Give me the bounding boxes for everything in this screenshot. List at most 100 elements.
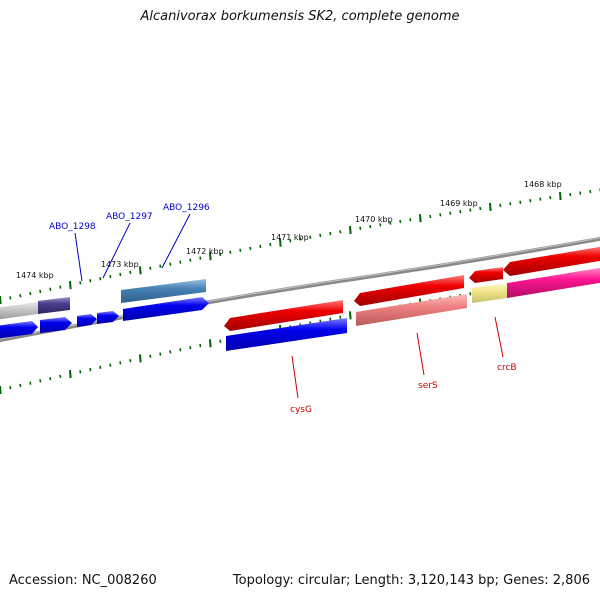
outer-minor-tick xyxy=(439,213,442,217)
outer-minor-tick xyxy=(389,221,392,225)
outer-minor-tick xyxy=(569,192,572,197)
outer-minor-tick xyxy=(499,203,502,207)
outer-minor-tick xyxy=(399,219,402,224)
inner-minor-tick xyxy=(169,350,172,354)
gene-serS-upper-arrow xyxy=(354,275,464,306)
outer-minor-tick xyxy=(9,296,12,300)
gene-slate-forward xyxy=(38,297,70,314)
outer-minor-tick xyxy=(429,214,432,219)
map-title: Alcanivorax borkumensis SK2, complete ge… xyxy=(140,9,460,24)
inner-major-tick xyxy=(349,311,352,320)
inner-minor-tick xyxy=(9,386,12,390)
outer-minor-tick xyxy=(89,279,92,283)
outer-minor-tick xyxy=(159,264,162,268)
outer-minor-tick xyxy=(529,199,532,203)
gene-abo-1297-arrow xyxy=(97,311,119,324)
outer-minor-tick xyxy=(239,248,242,252)
gene-cysG-arrow xyxy=(224,300,343,331)
inner-minor-tick xyxy=(119,361,122,365)
outer-minor-tick xyxy=(539,197,542,201)
inner-minor-tick xyxy=(39,379,42,383)
gene-abo-1296-arrow xyxy=(123,297,209,321)
outer-major-tick xyxy=(349,225,352,235)
inner-minor-tick xyxy=(199,343,202,348)
gene-blue-reverse-2 xyxy=(40,317,72,333)
inner-major-tick xyxy=(0,385,2,395)
outer-minor-tick xyxy=(589,189,592,194)
inner-minor-tick xyxy=(179,348,182,352)
tick-label-1471: 1471 kbp xyxy=(271,233,309,242)
inner-minor-tick xyxy=(129,359,132,363)
outer-minor-tick xyxy=(79,281,82,285)
outer-minor-tick xyxy=(319,233,322,238)
outer-minor-tick xyxy=(109,274,112,279)
inner-major-tick xyxy=(139,354,142,363)
outer-minor-tick xyxy=(549,195,552,200)
outer-minor-tick xyxy=(409,218,412,222)
inner-minor-tick xyxy=(219,339,222,343)
outer-minor-tick xyxy=(459,209,462,214)
gene-blue-reverse-1 xyxy=(0,321,38,339)
gene-cysG-blue-feature xyxy=(226,318,347,351)
outer-major-tick xyxy=(69,280,72,290)
outer-minor-tick xyxy=(19,294,22,298)
outer-minor-tick xyxy=(289,239,292,243)
outer-minor-tick xyxy=(339,230,342,234)
inner-minor-tick xyxy=(149,354,152,358)
tick-label-1468: 1468 kbp xyxy=(524,180,562,189)
inner-minor-tick xyxy=(339,315,342,319)
inner-minor-tick xyxy=(99,365,102,369)
outer-minor-tick xyxy=(469,208,472,212)
outer-minor-tick xyxy=(309,235,312,239)
leader-abo-1296 xyxy=(161,213,191,269)
outer-minor-tick xyxy=(179,260,182,264)
outer-minor-tick xyxy=(359,226,362,230)
outer-major-tick xyxy=(419,214,422,223)
tick-label-1469: 1469 kbp xyxy=(440,199,478,208)
inner-major-tick xyxy=(69,370,72,379)
leader-cysG xyxy=(291,355,299,399)
outer-minor-tick xyxy=(39,289,42,294)
outer-minor-tick xyxy=(189,258,192,262)
inner-minor-tick xyxy=(469,292,472,296)
inner-minor-tick xyxy=(49,376,52,381)
inner-minor-tick xyxy=(79,370,82,374)
gene-red-upper-arrow-right xyxy=(503,246,600,276)
inner-minor-tick xyxy=(29,381,32,385)
inner-minor-tick xyxy=(109,363,112,367)
leader-serS xyxy=(416,332,425,376)
outer-minor-tick xyxy=(579,191,582,195)
outer-major-tick xyxy=(0,295,2,305)
inner-minor-tick xyxy=(159,352,162,356)
leader-abo-1297 xyxy=(102,222,131,279)
outer-minor-tick xyxy=(59,285,62,289)
inner-minor-tick xyxy=(19,383,22,388)
outer-minor-tick xyxy=(129,270,132,275)
outer-minor-tick xyxy=(509,202,512,206)
outer-major-tick xyxy=(209,252,212,261)
topology-text: Topology: circular; Length: 3,120,143 bp… xyxy=(232,573,590,588)
gene-label-crcB: crcB xyxy=(497,363,517,373)
tick-label-1470: 1470 kbp xyxy=(355,215,393,224)
inner-major-tick xyxy=(209,339,212,348)
inner-minor-tick xyxy=(189,345,192,350)
tick-label-1472: 1472 kbp xyxy=(186,247,224,256)
gene-label-abo-1296: ABO_1296 xyxy=(163,203,210,213)
outer-minor-tick xyxy=(169,262,172,266)
outer-minor-tick xyxy=(29,291,32,296)
gene-crcB-feature xyxy=(472,283,507,303)
outer-minor-tick xyxy=(199,256,202,260)
tick-label-1473: 1473 kbp xyxy=(101,260,139,269)
outer-tick-track xyxy=(0,188,600,305)
outer-minor-tick xyxy=(449,211,452,215)
gene-label-abo-1298: ABO_1298 xyxy=(49,222,96,232)
outer-minor-tick xyxy=(149,266,152,270)
outer-minor-tick xyxy=(369,224,372,229)
gene-label-serS: serS xyxy=(418,381,438,391)
inner-minor-tick xyxy=(89,367,92,372)
gene-gray-forward xyxy=(0,302,38,320)
gene-label-abo-1297: ABO_1297 xyxy=(106,212,153,222)
gene-label-cysG: cysG xyxy=(290,405,312,415)
outer-minor-tick xyxy=(519,200,522,204)
outer-minor-tick xyxy=(269,242,272,247)
